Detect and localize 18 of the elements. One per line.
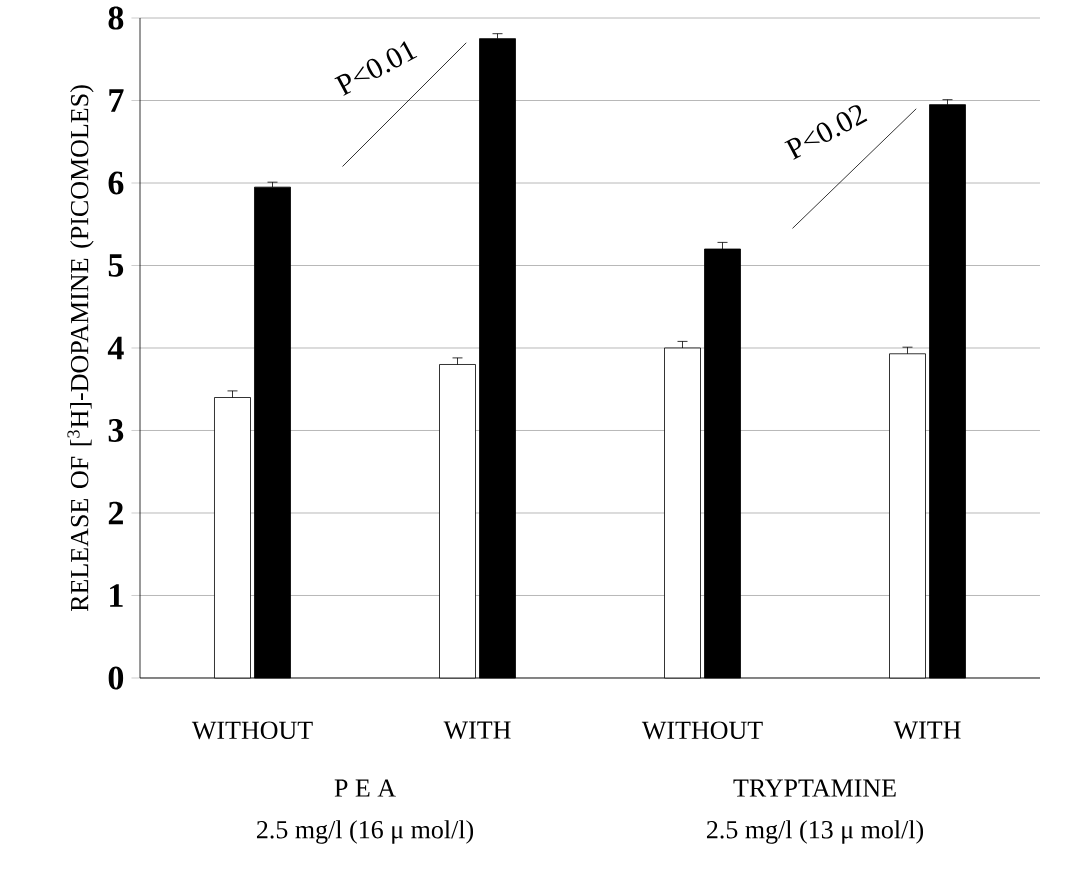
y-tick-label: 4 xyxy=(107,336,124,360)
text: 2.5 mg/l (16 μ mol/l) xyxy=(256,820,474,844)
x-tick-label: WITH xyxy=(893,721,961,740)
x-tick-label: WITHOUT xyxy=(191,721,313,740)
y-tick-label: 1 xyxy=(110,584,123,607)
text: 2.5 mg/l (13 μ mol/l) xyxy=(706,820,924,844)
y-tick-label: 6 xyxy=(108,171,124,195)
y-tick-label: 8 xyxy=(108,6,124,30)
y-tick-label: 5 xyxy=(108,254,124,277)
y-tick-label: 0 xyxy=(108,666,124,690)
text: TRYPTAMINE xyxy=(733,779,896,797)
y-tick-label: 3 xyxy=(108,419,124,442)
x-tick-label: WITHOUT xyxy=(641,721,763,740)
y-axis-title: RELEASE OF [$^{3}$H]-DOPAMINE (PICOMOLES) xyxy=(67,85,94,612)
y-tick-label: 7 xyxy=(109,89,124,112)
x-tick-label: WITH xyxy=(443,721,511,740)
y-tick-label: 2 xyxy=(108,501,123,525)
text: P E A xyxy=(334,779,396,797)
